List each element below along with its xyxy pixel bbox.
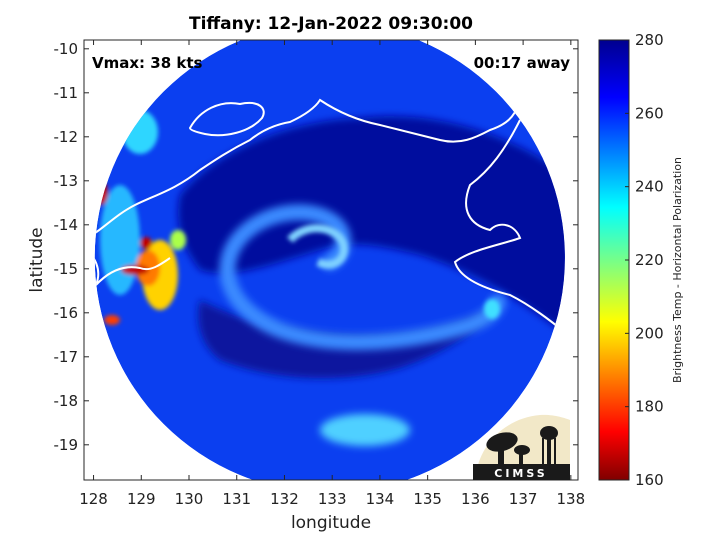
y-tick-label: -18 xyxy=(54,392,79,410)
y-tick-label: -10 xyxy=(54,40,79,58)
x-axis-label: longitude xyxy=(291,513,371,533)
eye-wall xyxy=(287,224,348,269)
x-tick-label: 134 xyxy=(366,490,395,508)
logo-banner xyxy=(473,464,570,480)
x-tick-label: 132 xyxy=(270,490,299,508)
colorbar-label: Brightness Temp - Horizontal Polarizatio… xyxy=(671,157,684,383)
plot-area xyxy=(84,40,578,480)
y-tick-label: -16 xyxy=(54,304,79,322)
spiral-band xyxy=(219,204,506,351)
logo-text: CIMSS xyxy=(494,467,547,480)
colorbar-tick-label: 220 xyxy=(635,251,664,269)
x-tick-label: 138 xyxy=(557,490,586,508)
colorbar-tick-label: 280 xyxy=(635,31,664,49)
x-tick-label: 133 xyxy=(318,490,347,508)
satellite-dish-icon xyxy=(486,432,530,464)
y-tick-label: -11 xyxy=(54,84,79,102)
axes-frame xyxy=(83,39,579,481)
colorbar-tick-label: 160 xyxy=(635,471,664,489)
eastern-blob xyxy=(484,299,500,319)
time-offset-annotation: 00:17 away xyxy=(474,54,571,72)
vmax-annotation: Vmax: 38 kts xyxy=(92,54,202,72)
y-tick-label: -19 xyxy=(54,436,79,454)
coastline-east xyxy=(453,119,565,339)
ocean-dark-region xyxy=(178,116,565,330)
y-axis-label: latitude xyxy=(27,227,47,292)
colorbar-tick-label: 200 xyxy=(635,324,664,342)
coastline-west xyxy=(94,249,171,286)
y-tick-label: -15 xyxy=(54,260,79,278)
southern-band xyxy=(320,414,410,446)
chart-title: Tiffany: 12-Jan-2022 09:30:00 xyxy=(189,14,473,34)
colorbar-ticks: 280 260 240 220 200 180 160 xyxy=(625,31,664,489)
colorbar-tick-label: 260 xyxy=(635,104,664,122)
y-tick-label: -13 xyxy=(54,172,79,190)
colorbar-gradient xyxy=(598,39,630,481)
x-tick-label: 136 xyxy=(461,490,490,508)
colorbar: 280 260 240 220 200 180 160 Brightness Temp - … xyxy=(598,31,684,489)
y-tick-label: -17 xyxy=(54,348,79,366)
x-tick-label: 130 xyxy=(175,490,204,508)
colorbar-tick-label: 240 xyxy=(635,178,664,196)
x-tick-label: 137 xyxy=(509,490,538,508)
water-tower-icon xyxy=(540,426,558,464)
y-tick-label: -12 xyxy=(54,128,79,146)
y-axis: -10 -11 -12 -13 -14 -15 -16 -17 -18 -19 xyxy=(54,40,578,454)
x-tick-label: 135 xyxy=(413,490,442,508)
x-tick-label: 129 xyxy=(127,490,156,508)
x-tick-label: 131 xyxy=(222,490,251,508)
coastline-islands xyxy=(188,102,265,137)
cimss-logo: CIMSS xyxy=(473,414,570,480)
x-tick-label: 128 xyxy=(79,490,108,508)
y-tick-label: -14 xyxy=(54,216,79,234)
colorbar-tick-label: 180 xyxy=(635,398,664,416)
x-axis: 128 129 130 131 132 133 134 135 136 137 138 xyxy=(79,40,585,508)
coastline-north xyxy=(94,98,521,241)
